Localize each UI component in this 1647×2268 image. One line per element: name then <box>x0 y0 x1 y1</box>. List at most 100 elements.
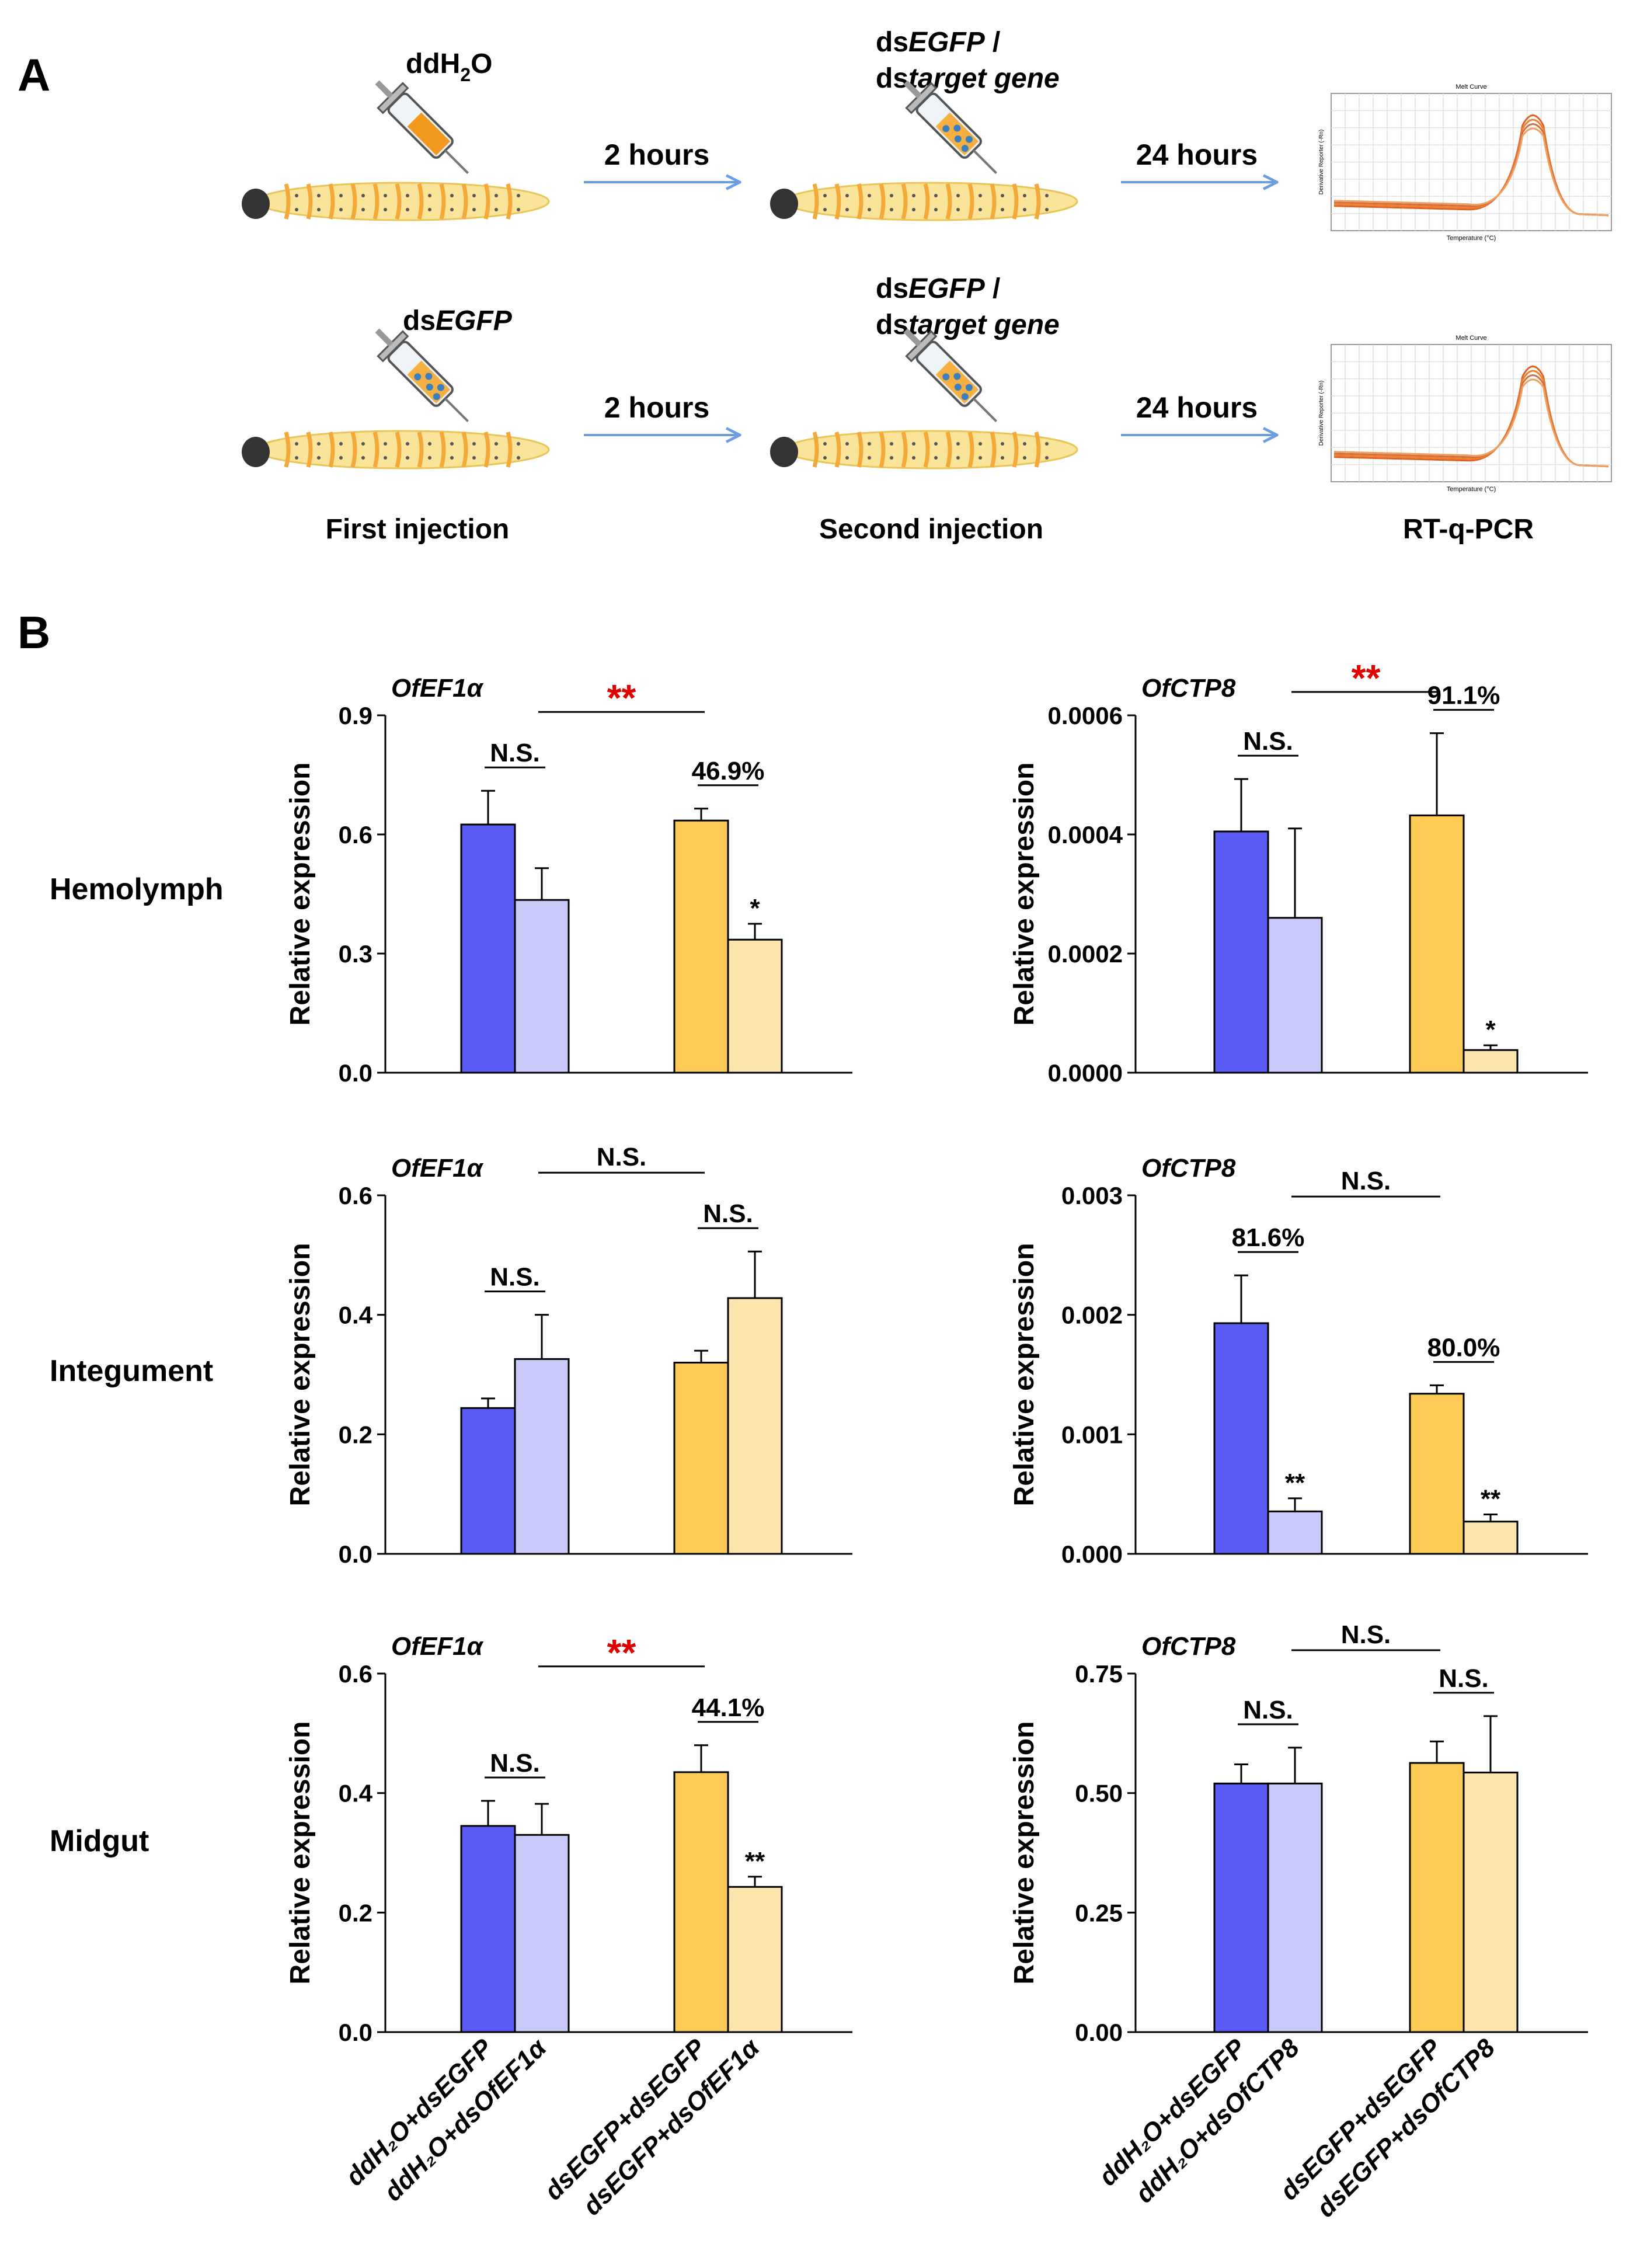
pair-label: 91.1% <box>1427 681 1500 710</box>
larva-stripe <box>395 432 402 468</box>
syringe-dsrna-dot <box>425 373 433 380</box>
group-significance: ** <box>607 1632 636 1674</box>
larva-stripe <box>350 183 357 220</box>
y-tick-label: 0.75 <box>1075 1660 1123 1688</box>
chart-title: OfEF1α <box>391 1632 484 1661</box>
syringe-plunger <box>903 80 922 99</box>
syringe-icon <box>375 328 469 422</box>
bar <box>673 819 729 1074</box>
bar <box>1463 1049 1519 1074</box>
y-tick-label: 0.0006 <box>1048 702 1123 729</box>
larva-stripe <box>483 183 490 220</box>
larva-dot <box>979 442 982 446</box>
larva-dot <box>295 456 298 460</box>
larva-stripe <box>328 183 335 220</box>
larva-dot <box>428 194 431 197</box>
second-injection-label-row1-line2: dstarget gene <box>876 63 1060 94</box>
bar <box>1267 917 1323 1074</box>
larva-stripe <box>901 183 908 220</box>
chart-title: OfEF1α <box>391 674 484 702</box>
larva-dot <box>823 456 827 460</box>
larva-stripe <box>812 432 819 468</box>
larva-dot <box>295 194 298 197</box>
panel-label-a: A <box>18 49 50 100</box>
larva-stripe <box>879 432 886 468</box>
bar <box>1267 1782 1323 2033</box>
y-tick-label: 0.3 <box>339 940 372 968</box>
chart-midgut-ofef1a: 0.0 0.2 0.4 0.6 Relative expression OfEF1α ** N… <box>285 1632 852 2221</box>
y-tick-label: 0.0 <box>339 1540 372 1568</box>
larva-dot <box>517 442 520 446</box>
larva-body <box>256 430 550 469</box>
larva-dot <box>384 208 387 211</box>
group-significance: ** <box>1352 657 1381 699</box>
larva-dot <box>339 442 343 446</box>
larva-dot <box>495 456 498 460</box>
y-tick-label: 0.0002 <box>1048 940 1123 968</box>
y-tick-label: 0.9 <box>339 702 372 729</box>
y-tick-label: 0.00 <box>1075 2019 1123 2046</box>
larva-dot <box>339 194 343 197</box>
larva-stripe <box>812 183 819 220</box>
larva-dot <box>868 208 871 211</box>
larva-dot <box>979 194 982 197</box>
bar <box>1463 1521 1519 1555</box>
y-tick-label: 0.0 <box>339 1059 372 1087</box>
first-injection-label-row2: dsEGFP <box>403 305 513 336</box>
y-tick-label: 0.003 <box>1061 1182 1123 1209</box>
second-injection-label-row1-line1: dsEGFP / <box>876 27 1000 58</box>
larva-dot <box>1001 208 1004 211</box>
larva-stripe <box>417 432 424 468</box>
larva-dot <box>295 442 298 446</box>
larva-stripe <box>1034 183 1041 220</box>
arrow-label-24-hours-row1: 24 hours <box>1136 138 1258 171</box>
bar <box>1409 1393 1465 1555</box>
y-tick-label: 0.6 <box>339 821 372 848</box>
larva-dot <box>428 442 431 446</box>
larva-dot <box>361 208 365 211</box>
group-significance: ** <box>607 677 636 719</box>
larva-dot <box>517 456 520 460</box>
pair-label: 80.0% <box>1427 1333 1500 1362</box>
chart-title: OfEF1α <box>391 1154 484 1182</box>
bar <box>1267 1510 1323 1555</box>
syringe-dsrna-dot <box>961 145 969 152</box>
larva-body <box>784 182 1078 221</box>
larva-stripe <box>923 432 930 468</box>
larva-dot <box>1023 442 1026 446</box>
larva-dot <box>845 208 849 211</box>
syringe-dsrna-dot <box>942 373 950 381</box>
syringe-dsrna-dot <box>954 383 962 391</box>
chart-integument-ofctp8: 0.000 0.001 0.002 0.003 Relative expression O… <box>1009 1154 1588 1568</box>
bar <box>727 1886 783 2033</box>
y-tick-label: 0.000 <box>1061 1540 1123 1568</box>
y-tick-label: 0.4 <box>339 1780 373 1807</box>
larva-stripe <box>834 432 841 468</box>
significance-mark: ** <box>1285 1469 1305 1497</box>
larva-dot <box>1023 208 1026 211</box>
syringe-needle <box>973 398 997 422</box>
larva-dot <box>934 442 938 446</box>
melt-curve-line <box>1333 127 1609 217</box>
group-significance: N.S. <box>1341 1620 1391 1649</box>
larva-stripe <box>945 183 952 220</box>
pair-label: 46.9% <box>692 757 765 785</box>
larva-dot <box>1045 194 1049 197</box>
larva-dot <box>495 208 498 211</box>
larva-stripe <box>328 432 335 468</box>
larva-stripe <box>395 183 402 220</box>
chart-hemolymph-ofctp8: 0.0000 0.0002 0.0004 0.0006 Relative express… <box>1009 657 1588 1087</box>
significance-mark: ** <box>745 1847 765 1876</box>
melt-ylabel: Derivative Reporter (-Rn) <box>1318 130 1325 195</box>
larva-head <box>770 437 798 467</box>
larva-stripe <box>461 432 468 468</box>
syringe-needle <box>973 149 997 174</box>
larva-dot <box>517 194 520 197</box>
larva-dot <box>823 442 827 446</box>
larva-stripe <box>372 183 379 220</box>
larva-stripe <box>1012 432 1019 468</box>
syringe-needle <box>444 149 469 174</box>
larva-dot <box>472 456 476 460</box>
larva-stripe <box>439 432 446 468</box>
y-axis-label: Relative expression <box>285 1243 316 1507</box>
